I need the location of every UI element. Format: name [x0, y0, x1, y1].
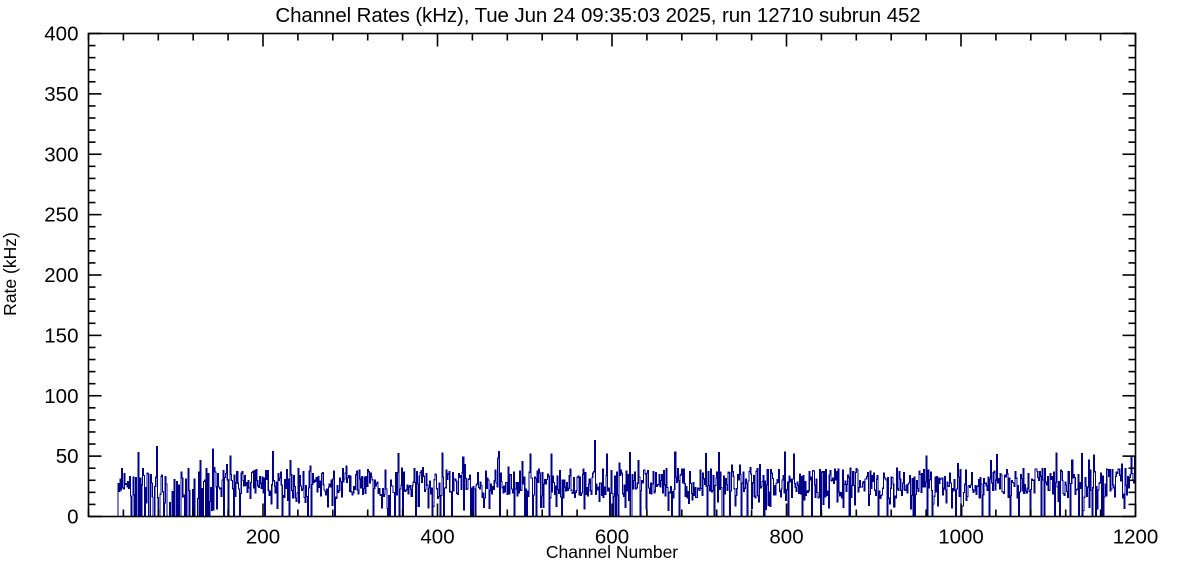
x-axis-tick-labels: 200 400 600 800 1000 1200 — [246, 526, 1158, 549]
chart-title: Channel Rates (kHz), Tue Jun 24 09:35:03… — [275, 4, 921, 27]
y-tick-label: 150 — [44, 324, 78, 347]
y-tick-label: 300 — [44, 143, 78, 166]
y-axis-tick-labels: 0 50 100 150 200 250 300 350 400 — [44, 23, 78, 529]
x-tick-label: 600 — [595, 526, 629, 549]
series-channel-rates — [88, 439, 1137, 518]
x-tick-label: 200 — [246, 526, 280, 549]
y-axis-title: Rate (kHz) — [0, 232, 20, 316]
x-axis-ticks — [87, 33, 1137, 517]
y-axis-ticks — [88, 32, 1136, 518]
x-tick-label: 400 — [420, 526, 454, 549]
x-axis-title: Channel Number — [546, 542, 678, 562]
y-tick-label: 400 — [44, 23, 78, 46]
y-tick-label: 350 — [44, 83, 78, 106]
x-tick-label: 1000 — [938, 526, 984, 549]
x-tick-label: 800 — [769, 526, 803, 549]
y-tick-label: 100 — [44, 385, 78, 408]
y-tick-label: 200 — [44, 264, 78, 287]
x-tick-label: 1200 — [1113, 526, 1159, 549]
y-tick-label: 250 — [44, 204, 78, 227]
plot-frame — [87, 32, 1137, 518]
y-tick-label: 50 — [56, 445, 79, 468]
y-tick-label: 0 — [67, 506, 78, 529]
